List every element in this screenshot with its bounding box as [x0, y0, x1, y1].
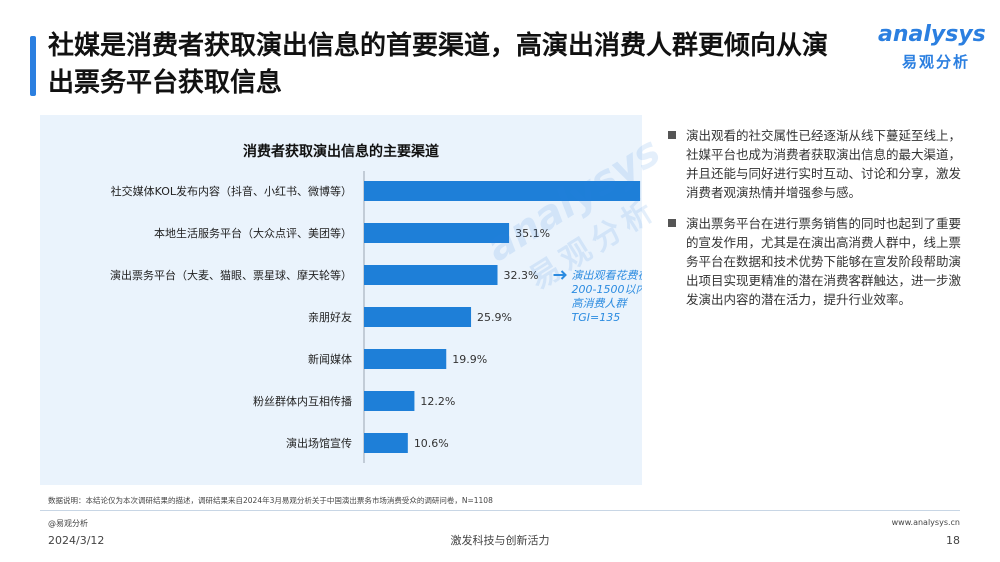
value-label: 32.3% — [504, 269, 539, 282]
bar — [364, 223, 510, 243]
bullet-square-icon — [668, 131, 676, 139]
value-label: 10.6% — [414, 437, 449, 450]
footer-date: 2024/3/12 — [48, 534, 105, 547]
bar — [364, 307, 472, 327]
bullet-list: 演出观看的社交属性已经逐渐从线下蔓延至线上，社媒平台也成为消费者获取演出信息的最… — [666, 126, 966, 321]
bar-chart: 社交媒体KOL发布内容（抖音、小红书、微博等）66.8%本地生活服务平台（大众点… — [110, 171, 642, 463]
brand-logo: analysys 易观分析 — [878, 22, 988, 76]
bullet-text: 演出票务平台在进行票务销售的同时也起到了重要的宣发作用，尤其是在演出高消费人群中… — [686, 216, 962, 307]
arrow-right-icon — [553, 270, 567, 280]
footer-divider — [40, 510, 960, 511]
annotation-line: 200-1500以内的 — [572, 283, 642, 296]
page-title: 社媒是消费者获取演出信息的首要渠道，高演出消费人群更倾向从演出票务平台获取信息 — [48, 31, 829, 98]
value-label: 35.1% — [515, 227, 550, 240]
page-number: 18 — [946, 534, 960, 547]
value-label: 25.9% — [477, 311, 512, 324]
category-label: 演出场馆宣传 — [286, 436, 352, 450]
bar — [364, 181, 641, 201]
bar — [364, 265, 498, 285]
logo-text-cn: 易观分析 — [902, 53, 971, 71]
category-label: 新闻媒体 — [308, 352, 352, 366]
bullet-square-icon — [668, 219, 676, 227]
annotation-line: 演出观看花费在 — [572, 269, 642, 282]
category-label: 粉丝群体内互相传播 — [253, 394, 352, 408]
bullet-item: 演出观看的社交属性已经逐渐从线下蔓延至线上，社媒平台也成为消费者获取演出信息的最… — [666, 126, 966, 202]
chart-panel: 消费者获取演出信息的主要渠道 社交媒体KOL发布内容（抖音、小红书、微博等）66… — [40, 115, 642, 485]
bar — [364, 391, 415, 411]
category-label: 社交媒体KOL发布内容（抖音、小红书、微博等） — [111, 184, 352, 198]
value-label: 19.9% — [452, 353, 487, 366]
annotation-line: TGI=135 — [572, 311, 621, 324]
website-link[interactable]: www.analysys.cn — [891, 518, 960, 527]
copyright: @易观分析 — [48, 519, 88, 528]
data-footnote: 数据说明：本结论仅为本次调研结果的描述，调研结果来自2024年3月易观分析关于中… — [48, 496, 493, 505]
category-label: 亲朋好友 — [308, 310, 352, 324]
bar — [364, 349, 447, 369]
bar — [364, 433, 408, 453]
category-label: 演出票务平台（大麦、猫眼、票星球、摩天轮等） — [110, 268, 352, 282]
category-label: 本地生活服务平台（大众点评、美团等） — [154, 226, 352, 240]
annotation-line: 高消费人群 — [572, 297, 629, 310]
footer-slogan: 激发科技与创新活力 — [450, 534, 550, 547]
bullet-item: 演出票务平台在进行票务销售的同时也起到了重要的宣发作用，尤其是在演出高消费人群中… — [666, 214, 966, 309]
logo-text-en: analysys — [878, 22, 986, 47]
bullet-text: 演出观看的社交属性已经逐渐从线下蔓延至线上，社媒平台也成为消费者获取演出信息的最… — [686, 128, 962, 200]
value-label: 12.2% — [420, 395, 455, 408]
chart-title: 消费者获取演出信息的主要渠道 — [243, 144, 439, 160]
title-accent-bar — [30, 36, 36, 96]
